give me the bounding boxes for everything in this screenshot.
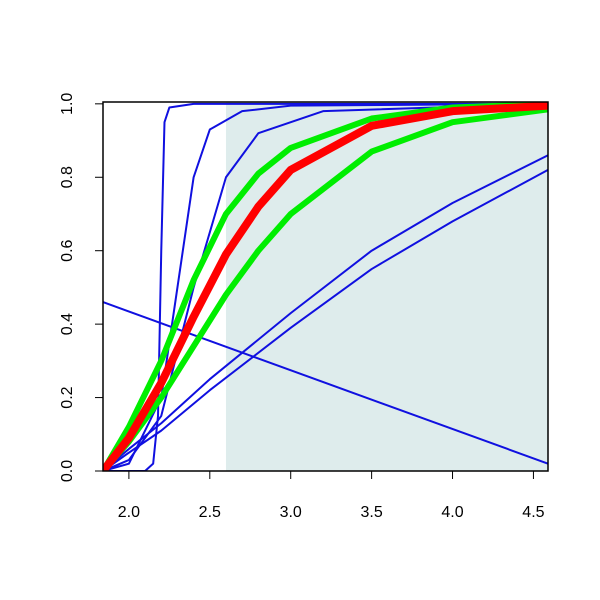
curve xyxy=(103,102,548,471)
x-tick-label: 4.5 xyxy=(522,504,544,521)
x-tick-label: 4.0 xyxy=(441,504,463,521)
y-tick-label: 0.6 xyxy=(59,239,76,261)
y-tick-label: 0.0 xyxy=(59,460,76,482)
y-tick-label: 1.0 xyxy=(59,93,76,115)
plot-box xyxy=(102,101,549,472)
curve xyxy=(103,102,548,471)
x-tick-label: 2.0 xyxy=(118,504,140,521)
curve xyxy=(103,154,548,471)
curve xyxy=(103,102,548,471)
curve xyxy=(103,102,548,471)
x-tick-label: 3.0 xyxy=(280,504,302,521)
curve xyxy=(103,106,548,471)
curve xyxy=(103,169,548,471)
y-tick-label: 0.2 xyxy=(59,386,76,408)
x-tick-label: 2.5 xyxy=(199,504,221,521)
y-tick-label: 0.4 xyxy=(59,313,76,335)
shaded-region xyxy=(225,102,548,471)
x-tick-label: 3.5 xyxy=(360,504,382,521)
y-tick-label: 0.8 xyxy=(59,166,76,188)
